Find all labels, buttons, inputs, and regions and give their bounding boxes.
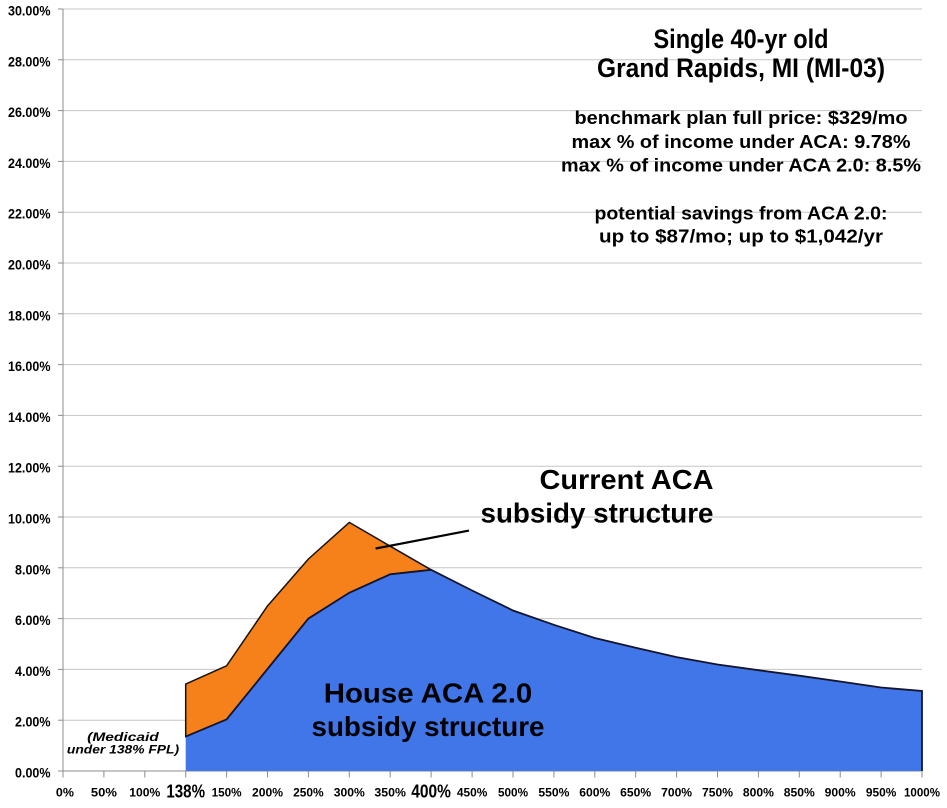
svg-text:800%: 800% (743, 785, 774, 799)
svg-text:subsidy structure: subsidy structure (312, 711, 545, 742)
svg-text:200%: 200% (252, 785, 283, 799)
svg-text:benchmark plan full price: $32: benchmark plan full price: $329/mo (575, 107, 908, 128)
svg-text:20.00%: 20.00% (8, 258, 51, 273)
svg-text:16.00%: 16.00% (8, 359, 51, 374)
svg-text:8.00%: 8.00% (15, 562, 51, 577)
svg-text:650%: 650% (620, 785, 651, 799)
svg-text:House ACA 2.0: House ACA 2.0 (324, 677, 533, 708)
svg-text:28.00%: 28.00% (8, 54, 51, 69)
svg-text:subsidy structure: subsidy structure (481, 498, 714, 529)
svg-text:Current ACA: Current ACA (540, 464, 714, 495)
svg-text:750%: 750% (702, 785, 733, 799)
svg-text:250%: 250% (293, 785, 324, 799)
svg-text:2.00%: 2.00% (15, 715, 51, 730)
svg-text:up to $87/mo; up to $1,042/yr: up to $87/mo; up to $1,042/yr (599, 226, 883, 247)
svg-text:300%: 300% (334, 785, 365, 799)
svg-text:0.00%: 0.00% (15, 766, 51, 781)
svg-text:24.00%: 24.00% (8, 156, 51, 171)
svg-text:potential savings from ACA 2.0: potential savings from ACA 2.0: (595, 203, 888, 224)
svg-text:Single 40-yr old: Single 40-yr old (654, 24, 829, 54)
svg-text:550%: 550% (538, 785, 569, 799)
svg-text:950%: 950% (866, 785, 897, 799)
svg-text:14.00%: 14.00% (8, 410, 51, 425)
svg-text:850%: 850% (784, 785, 815, 799)
svg-text:350%: 350% (374, 785, 406, 799)
svg-text:100%: 100% (129, 785, 160, 799)
svg-text:10.00%: 10.00% (8, 512, 51, 527)
svg-text:900%: 900% (825, 785, 856, 799)
svg-text:150%: 150% (212, 785, 242, 799)
svg-text:4.00%: 4.00% (15, 664, 51, 679)
svg-text:500%: 500% (498, 785, 528, 799)
svg-text:450%: 450% (457, 785, 488, 799)
svg-text:under 138% FPL): under 138% FPL) (67, 743, 179, 757)
svg-text:(Medicaid: (Medicaid (87, 730, 159, 744)
svg-text:50%: 50% (91, 785, 117, 799)
svg-text:700%: 700% (661, 785, 692, 799)
svg-text:max % of income under ACA 2.0:: max % of income under ACA 2.0: 8.5% (561, 155, 921, 176)
svg-text:0%: 0% (56, 785, 74, 799)
svg-text:138%: 138% (166, 781, 205, 801)
svg-text:26.00%: 26.00% (8, 105, 51, 120)
svg-text:30.00%: 30.00% (8, 4, 51, 19)
svg-text:Grand Rapids, MI (MI-03): Grand Rapids, MI (MI-03) (597, 53, 885, 83)
svg-text:400%: 400% (411, 781, 451, 801)
svg-text:600%: 600% (579, 785, 610, 799)
svg-text:1000%: 1000% (904, 785, 940, 799)
svg-text:22.00%: 22.00% (8, 207, 51, 222)
svg-text:12.00%: 12.00% (8, 461, 51, 476)
svg-text:max % of income under ACA: 9.7: max % of income under ACA: 9.78% (572, 131, 911, 152)
svg-text:18.00%: 18.00% (8, 308, 51, 323)
svg-text:6.00%: 6.00% (15, 613, 51, 628)
